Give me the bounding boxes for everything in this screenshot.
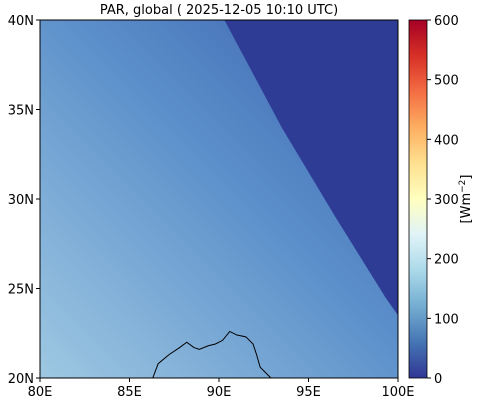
colorbar-tick-label: 0 — [434, 372, 442, 387]
x-tick-label: 85E — [117, 385, 142, 400]
colorbar-ticks: 0 100 200 300 400 500 600 — [427, 14, 459, 387]
coastline — [152, 330, 272, 378]
colorbar — [408, 19, 428, 379]
night-region — [224, 20, 398, 316]
x-tick-label: 95E — [296, 385, 321, 400]
x-tick-label: 100E — [381, 385, 414, 400]
map-title: PAR, global ( 2025-12-05 10:10 UTC) — [100, 3, 338, 18]
colorbar-tick-label: 500 — [434, 74, 459, 89]
y-tick-label: 35N — [8, 104, 34, 119]
x-axis: 80E 85E 90E 95E 100E — [28, 378, 415, 400]
map-area — [40, 20, 398, 378]
colorbar-tick-label: 100 — [434, 312, 459, 327]
y-axis: 20N 25N 30N 35N 40N — [8, 14, 40, 387]
colorbar-tick-label: 200 — [434, 253, 459, 268]
y-tick-label: 25N — [8, 283, 34, 298]
colorbar-label: [Wm−2] — [458, 175, 474, 224]
y-tick-label: 30N — [8, 193, 34, 208]
y-tick-label: 40N — [8, 14, 34, 29]
x-tick-label: 80E — [28, 385, 53, 400]
y-tick-label: 20N — [8, 372, 34, 387]
colorbar-tick-label: 600 — [434, 14, 459, 29]
colorbar-tick-label: 300 — [434, 193, 459, 208]
x-tick-label: 90E — [207, 385, 232, 400]
colorbar-tick-label: 400 — [434, 133, 459, 148]
